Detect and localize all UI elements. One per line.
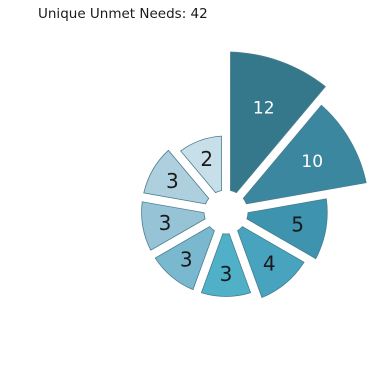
pie-slice xyxy=(180,135,222,194)
pie-slice-label: 2 xyxy=(200,147,213,171)
pie-slice-label: 4 xyxy=(263,252,276,276)
pie-slice xyxy=(242,104,367,205)
pie-slice-label: 3 xyxy=(180,247,193,271)
pie-slice-label: 12 xyxy=(253,98,275,118)
pie-slice xyxy=(246,198,328,260)
pie-slice xyxy=(237,226,305,299)
pie-slice-label: 5 xyxy=(291,213,304,237)
pie-slice-label: 10 xyxy=(301,152,323,172)
pie-slice xyxy=(200,233,252,297)
pie-slice-label: 3 xyxy=(220,262,233,286)
pie-slices xyxy=(141,51,367,299)
pie-slice xyxy=(143,149,210,205)
pie-slice xyxy=(154,226,215,291)
chart-title: Unique Unmet Needs: 42 xyxy=(38,6,208,22)
pie-slice-label: 3 xyxy=(166,169,179,193)
pie-slice-label: 3 xyxy=(159,211,172,235)
pie-slice xyxy=(141,201,206,251)
pie-slice xyxy=(230,51,326,194)
